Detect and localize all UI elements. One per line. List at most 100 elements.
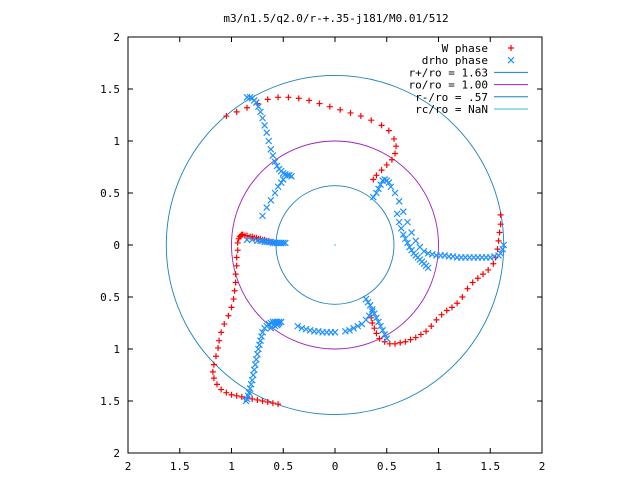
drho-phase-point (267, 319, 275, 327)
drho-phase-point (275, 319, 283, 327)
drho-phase-point (368, 308, 376, 315)
w-phase-point (443, 307, 450, 314)
drho-phase-point (379, 326, 387, 334)
drho-phase-point (341, 327, 349, 335)
drho-phase-point (242, 397, 250, 405)
drho-phase-point (254, 345, 262, 353)
y-tick-label: 1 (113, 135, 120, 148)
drho-phase-point (279, 239, 287, 247)
drho-phase-point (424, 264, 432, 272)
w-phase-point (433, 316, 440, 323)
drho-phase-point (428, 250, 436, 258)
drho-phase-point (267, 324, 275, 332)
w-phase-point (223, 389, 230, 396)
w-phase-point (269, 400, 276, 407)
drho-phase-point (354, 322, 362, 330)
x-tick-label: 0.5 (273, 460, 293, 473)
w-phase-point (326, 103, 333, 110)
drho-phase-point (250, 366, 258, 374)
origin-dot (334, 244, 336, 246)
w-phase-point (480, 271, 487, 278)
drho-phase-point (406, 243, 413, 251)
legend-label: r-/ro = .57 (415, 91, 488, 104)
w-phase-point (417, 331, 424, 338)
drho-phase-point (279, 169, 287, 177)
w-phase-point (381, 338, 388, 345)
drho-phase-point (277, 318, 285, 326)
legend-key (507, 56, 515, 64)
w-phase-point (464, 285, 471, 292)
drho-phase-point (375, 185, 382, 193)
drho-phase-point (267, 196, 275, 204)
w-phase-point (373, 172, 380, 179)
drho-phase-point (259, 212, 266, 220)
drho-phase-point (404, 239, 411, 247)
x-tick-label: 1 (435, 460, 442, 473)
w-phase-point (230, 296, 237, 303)
w-phase-point (244, 232, 251, 239)
w-phase-point (495, 237, 502, 244)
w-phase-point (388, 156, 395, 163)
drho-phase-point (372, 314, 380, 322)
w-phase-point (215, 344, 222, 351)
w-phase-point (448, 304, 455, 311)
w-phase-point (209, 368, 216, 375)
drho-phase-point (449, 253, 457, 260)
w-phase-point (497, 221, 504, 228)
axis-ticks: 2 1.5 1 0.5 0 0.5 1 1.5 221.510.500.511.52 (100, 31, 545, 473)
w-phase-point (316, 100, 323, 107)
drho-phase-point (253, 350, 261, 358)
w-phase-point (244, 104, 251, 111)
w-phase-point (228, 391, 235, 398)
w-phase-point (397, 339, 404, 346)
drho-phase-point (381, 331, 389, 338)
drho-phase-point (271, 322, 279, 330)
drho-phase-point (246, 385, 254, 392)
w-phase-point (233, 392, 240, 399)
w-phase-point (370, 176, 377, 183)
w-phase-point (221, 321, 228, 328)
w-phase-point (369, 320, 376, 326)
drho-phase-point (294, 322, 302, 330)
drho-phase-point (271, 158, 279, 166)
drho-phase-point (246, 93, 254, 101)
drho-phase-point (401, 235, 409, 243)
w-phase-point (234, 247, 241, 254)
x-tick-label: 0 (332, 460, 339, 473)
w-phase-point (233, 108, 240, 115)
drho-phase-point (258, 333, 265, 340)
drho-phase-point (412, 237, 420, 245)
w-phase-point (393, 143, 400, 150)
drho-phase-point (408, 229, 416, 236)
drho-phase-point (253, 237, 261, 245)
w-phase-point (212, 353, 219, 360)
w-phase-point (347, 109, 354, 116)
w-phase-point (371, 325, 378, 332)
w-phase-point (238, 393, 245, 400)
drho-phase-point (369, 193, 377, 201)
y-tick-label: 0.5 (100, 291, 120, 304)
drho-phase-point (281, 170, 289, 178)
circle-ro-ro (231, 140, 439, 350)
w-phase-point (469, 279, 476, 286)
w-phase-point (402, 338, 409, 345)
drho-phase-point (248, 236, 256, 244)
drho-phase-point (256, 341, 263, 349)
drho-phase-point (247, 380, 255, 388)
drho-phase-point (424, 249, 432, 257)
w-phase-point (264, 399, 271, 406)
drho-phase-point (368, 306, 376, 313)
drho-phase-point (362, 295, 370, 303)
drho-phase-point (265, 320, 273, 328)
w-phase-point (337, 106, 344, 113)
drho-phase-point (257, 337, 264, 345)
drho-phase-point (366, 301, 374, 309)
drho-phase-point (500, 241, 508, 249)
chart-title: m3/n1.5/q2.0/r-+.35-j181/M0.01/512 (223, 12, 448, 25)
w-phase-point (412, 334, 419, 341)
drho-phase-point (350, 324, 358, 332)
w-phase-point (378, 122, 385, 129)
drho-phase-point (265, 238, 273, 246)
drho-phase-point (490, 253, 498, 260)
w-phase-point (485, 266, 492, 273)
